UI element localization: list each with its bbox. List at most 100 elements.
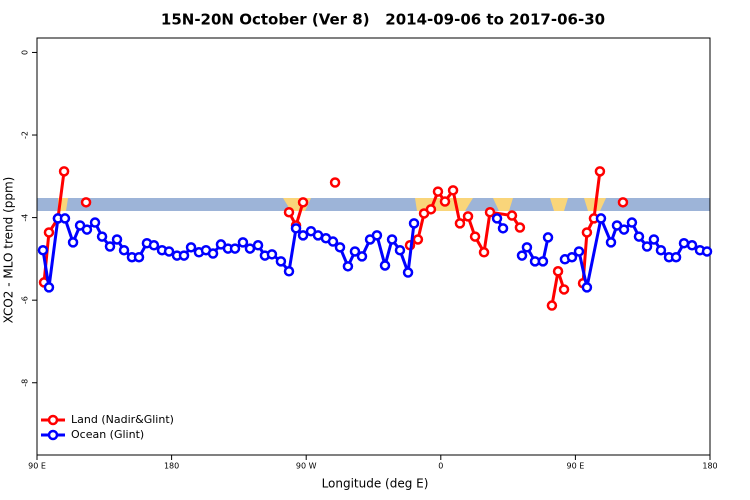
point bbox=[43, 282, 55, 293]
point bbox=[686, 240, 698, 251]
point bbox=[552, 266, 564, 277]
point bbox=[454, 218, 466, 229]
point bbox=[283, 266, 295, 277]
y-axis-label: XCO2 - MLO trend (ppm) bbox=[2, 177, 16, 324]
point bbox=[89, 217, 101, 228]
chart-title: 15N-20N October (Ver 8) 2014-09-06 to 20… bbox=[161, 11, 605, 29]
point bbox=[478, 247, 490, 258]
point bbox=[432, 186, 444, 197]
point bbox=[566, 251, 578, 263]
point bbox=[96, 231, 108, 242]
legend-label: Ocean (Glint) bbox=[71, 428, 144, 441]
point bbox=[297, 197, 309, 208]
point bbox=[447, 185, 459, 196]
point bbox=[558, 284, 570, 295]
point bbox=[80, 197, 92, 208]
point bbox=[655, 244, 667, 256]
point bbox=[425, 204, 437, 215]
point bbox=[641, 241, 653, 252]
y-tick-label: 0 bbox=[21, 50, 30, 55]
point bbox=[37, 244, 49, 256]
y-tick-label: -4 bbox=[21, 214, 30, 222]
point bbox=[185, 242, 197, 253]
point bbox=[573, 246, 585, 257]
point bbox=[275, 256, 287, 267]
point bbox=[334, 242, 346, 253]
point bbox=[81, 224, 93, 235]
point bbox=[546, 300, 558, 311]
series-line bbox=[41, 213, 708, 288]
point bbox=[521, 242, 533, 253]
x-tick-label: 90 E bbox=[567, 462, 585, 471]
x-tick-label: 90 E bbox=[28, 462, 46, 471]
point bbox=[626, 217, 638, 228]
point bbox=[678, 237, 690, 249]
point bbox=[514, 222, 526, 233]
x-tick-label: 0 bbox=[438, 462, 443, 471]
point bbox=[542, 232, 554, 243]
point bbox=[342, 261, 354, 272]
point bbox=[633, 231, 645, 242]
point bbox=[506, 210, 518, 221]
point bbox=[67, 237, 79, 248]
point bbox=[605, 237, 617, 248]
point bbox=[484, 206, 496, 218]
point bbox=[237, 237, 249, 248]
point bbox=[412, 234, 424, 245]
point bbox=[670, 251, 682, 263]
point bbox=[290, 223, 302, 234]
point bbox=[516, 250, 528, 261]
point bbox=[617, 197, 629, 208]
point bbox=[43, 227, 55, 238]
legend-marker bbox=[47, 414, 59, 426]
x-tick-label: 90 W bbox=[296, 462, 317, 471]
legend-label: Land (Nadir&Glint) bbox=[71, 413, 174, 426]
point bbox=[148, 240, 160, 251]
point bbox=[283, 206, 295, 218]
point bbox=[701, 246, 713, 257]
land-patch bbox=[58, 198, 68, 211]
point bbox=[59, 213, 71, 224]
point bbox=[408, 218, 420, 229]
point bbox=[648, 234, 660, 245]
point bbox=[207, 248, 219, 259]
point bbox=[491, 213, 503, 224]
point bbox=[402, 267, 414, 278]
surface-strip bbox=[37, 198, 710, 211]
point bbox=[329, 177, 341, 188]
point bbox=[537, 256, 549, 267]
ocean-strip bbox=[37, 198, 710, 211]
legend-marker bbox=[47, 429, 59, 441]
point bbox=[327, 236, 339, 247]
point bbox=[163, 246, 175, 257]
point bbox=[118, 244, 130, 256]
land-patch bbox=[493, 198, 513, 211]
point bbox=[379, 260, 391, 271]
x-tick-label: 180 bbox=[164, 462, 179, 471]
point bbox=[133, 251, 145, 263]
point bbox=[178, 250, 190, 261]
x-tick-label: 180 bbox=[702, 462, 717, 471]
point bbox=[581, 227, 593, 238]
point bbox=[497, 223, 509, 234]
x-axis-label: Longitude (deg E) bbox=[322, 477, 429, 491]
land-patch bbox=[550, 198, 568, 211]
point bbox=[229, 243, 241, 254]
point bbox=[266, 249, 278, 260]
y-tick-label: -2 bbox=[21, 131, 30, 139]
point bbox=[469, 231, 481, 242]
point bbox=[111, 234, 123, 245]
point bbox=[595, 213, 607, 224]
y-tick-label: -8 bbox=[21, 379, 30, 387]
point bbox=[356, 251, 368, 262]
point bbox=[371, 230, 383, 241]
point bbox=[297, 230, 309, 241]
y-tick-label: -6 bbox=[21, 296, 30, 304]
plot-frame bbox=[36, 37, 711, 456]
point bbox=[349, 246, 361, 257]
point bbox=[58, 166, 70, 177]
point bbox=[439, 196, 451, 207]
point bbox=[462, 211, 474, 222]
point bbox=[252, 240, 264, 251]
point bbox=[581, 282, 593, 293]
